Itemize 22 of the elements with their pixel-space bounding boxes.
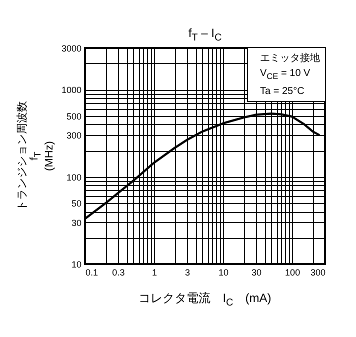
annotation: エミッタ接地 (260, 52, 321, 66)
x-tick-label: 0.1 (86, 268, 98, 278)
chart-title: f$_{T}$ – I$_{C}$ (187, 26, 223, 44)
y-tick-label: 500 (66, 111, 82, 122)
y-tick-label: 10 (71, 260, 82, 270)
annotation: Ta = 25°C (260, 85, 306, 99)
y-tick-label: 3000 (61, 44, 82, 54)
text: コレクタ電流 I$_{C}$ (mA) (138, 291, 272, 308)
x-tick-label: 100 (285, 268, 300, 278)
y-tick-label: 300 (66, 130, 82, 141)
x-tick-label: 10 (218, 268, 229, 278)
y-tick-label: 100 (66, 172, 82, 182)
x-tick-label: 1 (152, 268, 158, 278)
y-tick-label: 30 (71, 218, 82, 228)
x-tick-label: 3 (184, 268, 190, 278)
x-tick-label: 300 (310, 268, 326, 278)
note-box: エミッタ接地 V$_{CE}$ = 10 V Ta = 25°C (247, 48, 325, 102)
annotation: V$_{CE}$ = 10 V (260, 67, 312, 83)
x-tick-label: 0.3 (112, 268, 125, 278)
y-tick-label: 1000 (61, 85, 82, 96)
x-tick-label: 30 (251, 268, 262, 278)
y-tick-label: 50 (71, 198, 82, 209)
